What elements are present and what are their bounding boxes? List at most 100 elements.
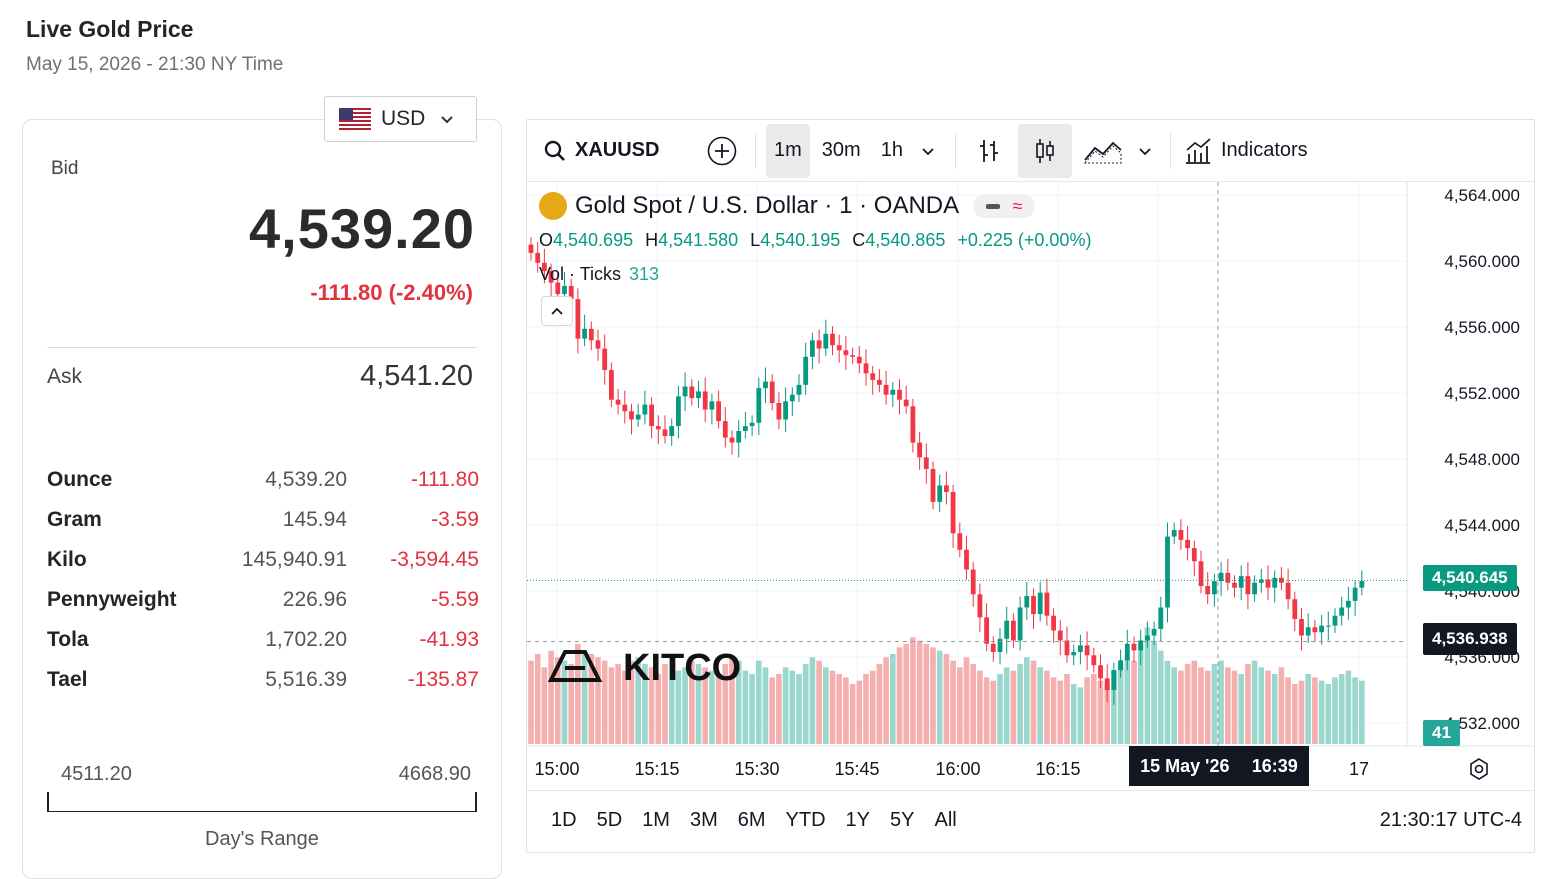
range-1m[interactable]: 1M <box>642 809 670 831</box>
interval-1m[interactable]: 1m <box>766 123 810 178</box>
volume-bar <box>742 670 749 744</box>
interval-dropdown[interactable] <box>911 124 945 178</box>
area-style-button[interactable] <box>1076 124 1130 178</box>
chart-type-dropdown[interactable] <box>1130 124 1160 178</box>
volume-bar <box>1359 680 1365 744</box>
volume-bar <box>1003 667 1010 744</box>
chevron-down-icon <box>1139 147 1151 155</box>
volume-bar <box>735 660 742 744</box>
bid-value: 4,539.20 <box>249 197 475 260</box>
candle <box>662 429 668 436</box>
candle <box>1191 548 1197 562</box>
y-tick-label: 4,556.000 <box>1444 318 1520 337</box>
currency-select[interactable]: USD <box>324 96 477 142</box>
indicators-button[interactable]: Indicators <box>1183 124 1308 178</box>
candle <box>1031 595 1036 615</box>
us-flag-icon <box>339 108 371 130</box>
price-panel: Bid 4,539.20 -111.80 (-2.40%) Ask 4,541.… <box>22 119 502 879</box>
volume-bar <box>876 664 883 744</box>
approx-icon: ≈ <box>1012 196 1023 216</box>
candle <box>910 406 916 443</box>
candle <box>729 437 735 443</box>
candle <box>709 401 715 410</box>
unit-name: Gram <box>47 508 102 531</box>
candle <box>568 285 574 300</box>
divider <box>47 347 477 348</box>
range-1y[interactable]: 1Y <box>845 809 871 831</box>
volume-bar <box>756 660 762 744</box>
range-all[interactable]: All <box>934 809 957 831</box>
volume-bar <box>903 644 909 744</box>
candle <box>602 348 608 370</box>
volume-bar <box>957 667 963 744</box>
chart-settings-button[interactable] <box>1466 756 1492 787</box>
volume-bar <box>1057 680 1064 744</box>
candle <box>622 404 628 412</box>
range-3m[interactable]: 3M <box>689 809 718 831</box>
unit-change: -135.87 <box>407 668 479 691</box>
volume-bar <box>1258 667 1265 744</box>
legend-pill[interactable]: ≈ <box>973 194 1036 218</box>
bid-label: Bid <box>51 158 79 179</box>
candle <box>769 381 775 403</box>
volume-tag: 41 <box>1423 720 1460 746</box>
chart-area[interactable]: 4,564.000 4,560.000 4,556.000 4,552.000 4,54… <box>527 182 1535 790</box>
candle <box>1185 539 1190 549</box>
ask-value: 4,541.20 <box>360 360 473 392</box>
volume-bar <box>1037 667 1043 744</box>
volume-bar <box>1070 684 1077 744</box>
volume-bar <box>1117 664 1124 744</box>
candle <box>1258 579 1264 583</box>
interval-1h[interactable]: 1h <box>880 139 903 161</box>
unit-name: Tael <box>47 668 88 691</box>
volume-bar <box>829 670 836 744</box>
compare-button[interactable] <box>699 124 745 178</box>
unit-row: Tael 5,516.39 -135.87 <box>47 660 479 700</box>
volume-bar <box>601 660 608 744</box>
range-5y[interactable]: 5Y <box>890 809 915 831</box>
collapse-legend-button[interactable] <box>541 296 573 326</box>
high-label: H <box>645 230 659 250</box>
range-1d[interactable]: 1D <box>551 809 577 831</box>
candlestick-chart[interactable]: 4,564.000 4,560.000 4,556.000 4,552.000 4,54… <box>527 182 1535 790</box>
range-6m[interactable]: 6M <box>737 809 766 831</box>
volume-bar <box>1124 657 1131 744</box>
volume-bar <box>869 670 876 744</box>
candle <box>1084 645 1090 656</box>
symbol-label: XAUUSD <box>575 139 660 161</box>
volume-bar <box>970 664 976 744</box>
volume-bar <box>655 674 662 744</box>
volume-bar <box>776 674 782 744</box>
volume-bar <box>622 670 628 744</box>
candle <box>702 391 708 410</box>
volume-bar <box>662 664 668 744</box>
candle <box>1131 643 1137 651</box>
volume-bar <box>555 657 561 744</box>
volume-bar <box>930 647 936 744</box>
volume-bar <box>943 654 950 744</box>
clock[interactable]: 21:30:17 UTC-4 <box>1379 809 1522 831</box>
volume-bar <box>528 660 534 744</box>
bars-style-button[interactable] <box>966 124 1012 178</box>
candle <box>796 384 802 395</box>
volume-bar <box>769 677 775 744</box>
range-toolbar: 1D 5D 1M 3M 6M YTD 1Y 5Y All 21:30:17 UT… <box>527 790 1534 852</box>
range-5d[interactable]: 5D <box>596 809 623 831</box>
interval-30m[interactable]: 30m <box>821 139 861 161</box>
candles-style-button[interactable] <box>1017 123 1072 178</box>
volume-bar <box>1064 674 1070 744</box>
volume-bar <box>1251 660 1258 744</box>
symbol-search[interactable]: XAUUSD <box>543 139 683 163</box>
volume-bar <box>715 674 722 744</box>
candle <box>1124 643 1130 661</box>
volume-bar <box>548 650 554 744</box>
candle <box>1145 635 1150 641</box>
ohlc-legend: O4,540.695 H4,541.580 L4,540.195 C4,540.… <box>539 230 1091 251</box>
unit-row: Tola 1,702.20 -41.93 <box>47 620 479 660</box>
candle <box>830 333 835 346</box>
volume-bar <box>1332 677 1338 744</box>
candle <box>917 442 922 458</box>
range-ytd[interactable]: YTD <box>785 809 826 831</box>
unit-change: -111.80 <box>410 468 479 491</box>
y-tick-label: 4,564.000 <box>1444 186 1520 205</box>
